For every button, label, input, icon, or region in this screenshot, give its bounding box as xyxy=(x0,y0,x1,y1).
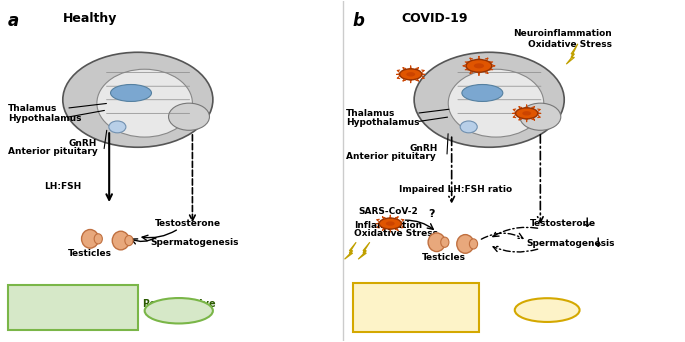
Ellipse shape xyxy=(109,121,126,133)
Text: Testicles: Testicles xyxy=(68,249,112,259)
Ellipse shape xyxy=(448,69,544,137)
FancyBboxPatch shape xyxy=(353,283,479,332)
Text: Spermatogenesis: Spermatogenesis xyxy=(150,238,238,247)
Text: Infertility: Infertility xyxy=(521,305,573,315)
Circle shape xyxy=(379,218,401,229)
Text: b: b xyxy=(353,12,364,29)
Circle shape xyxy=(399,69,422,80)
Text: ↓: ↓ xyxy=(593,237,603,250)
Ellipse shape xyxy=(169,103,210,130)
Ellipse shape xyxy=(82,229,99,248)
Circle shape xyxy=(466,60,492,72)
Circle shape xyxy=(406,72,415,77)
Text: Secondary
pathophysiological
complications: Secondary pathophysiological complicatio… xyxy=(368,291,464,324)
Ellipse shape xyxy=(462,84,503,102)
Circle shape xyxy=(474,63,484,68)
Ellipse shape xyxy=(112,231,129,250)
Ellipse shape xyxy=(460,121,477,133)
Ellipse shape xyxy=(63,52,213,147)
Ellipse shape xyxy=(520,103,561,130)
Text: Testicles: Testicles xyxy=(421,253,466,262)
Ellipse shape xyxy=(440,237,449,247)
Text: SARS-CoV-2: SARS-CoV-2 xyxy=(358,207,418,216)
Text: LH:FSH: LH:FSH xyxy=(44,182,81,191)
Text: Oxidative Stress: Oxidative Stress xyxy=(354,229,438,238)
Ellipse shape xyxy=(145,298,213,324)
Text: Anterior pituitary: Anterior pituitary xyxy=(346,152,436,161)
Ellipse shape xyxy=(125,235,133,246)
Text: GnRH: GnRH xyxy=(68,139,97,148)
Text: Impaired LH:FSH ratio: Impaired LH:FSH ratio xyxy=(399,185,512,194)
Ellipse shape xyxy=(94,234,102,244)
Text: Physiological
regulation: Physiological regulation xyxy=(36,296,110,319)
Text: ?: ? xyxy=(427,209,434,220)
Circle shape xyxy=(522,111,531,116)
Text: GnRH: GnRH xyxy=(410,144,438,154)
Text: Hypothalamus: Hypothalamus xyxy=(8,114,82,123)
Ellipse shape xyxy=(414,52,564,147)
Text: COVID-19: COVID-19 xyxy=(401,12,468,25)
Ellipse shape xyxy=(469,239,477,249)
Circle shape xyxy=(386,221,395,226)
Polygon shape xyxy=(566,44,578,64)
Polygon shape xyxy=(345,242,356,259)
Text: Hypothalamus: Hypothalamus xyxy=(346,118,419,127)
Ellipse shape xyxy=(428,233,445,252)
Text: Inflammation: Inflammation xyxy=(354,221,422,230)
Ellipse shape xyxy=(97,69,192,137)
Text: ↓: ↓ xyxy=(582,217,593,230)
Ellipse shape xyxy=(514,298,580,322)
Text: a: a xyxy=(8,12,19,29)
Ellipse shape xyxy=(457,235,474,253)
Text: Thalamus: Thalamus xyxy=(346,109,395,118)
Polygon shape xyxy=(358,242,370,259)
Text: Testosterone: Testosterone xyxy=(155,219,221,228)
Text: Anterior pituitary: Anterior pituitary xyxy=(8,147,98,156)
FancyBboxPatch shape xyxy=(8,285,138,330)
Text: Neuroinflammation
Oxidative Stress: Neuroinflammation Oxidative Stress xyxy=(513,28,612,49)
Text: Spermatogenesis: Spermatogenesis xyxy=(527,239,615,248)
Text: Testosterone: Testosterone xyxy=(530,219,596,228)
Text: Reproductive
Health: Reproductive Health xyxy=(142,299,216,323)
Circle shape xyxy=(516,108,538,119)
Ellipse shape xyxy=(110,84,151,102)
Text: Healthy: Healthy xyxy=(63,12,117,25)
Text: Thalamus: Thalamus xyxy=(8,104,58,113)
